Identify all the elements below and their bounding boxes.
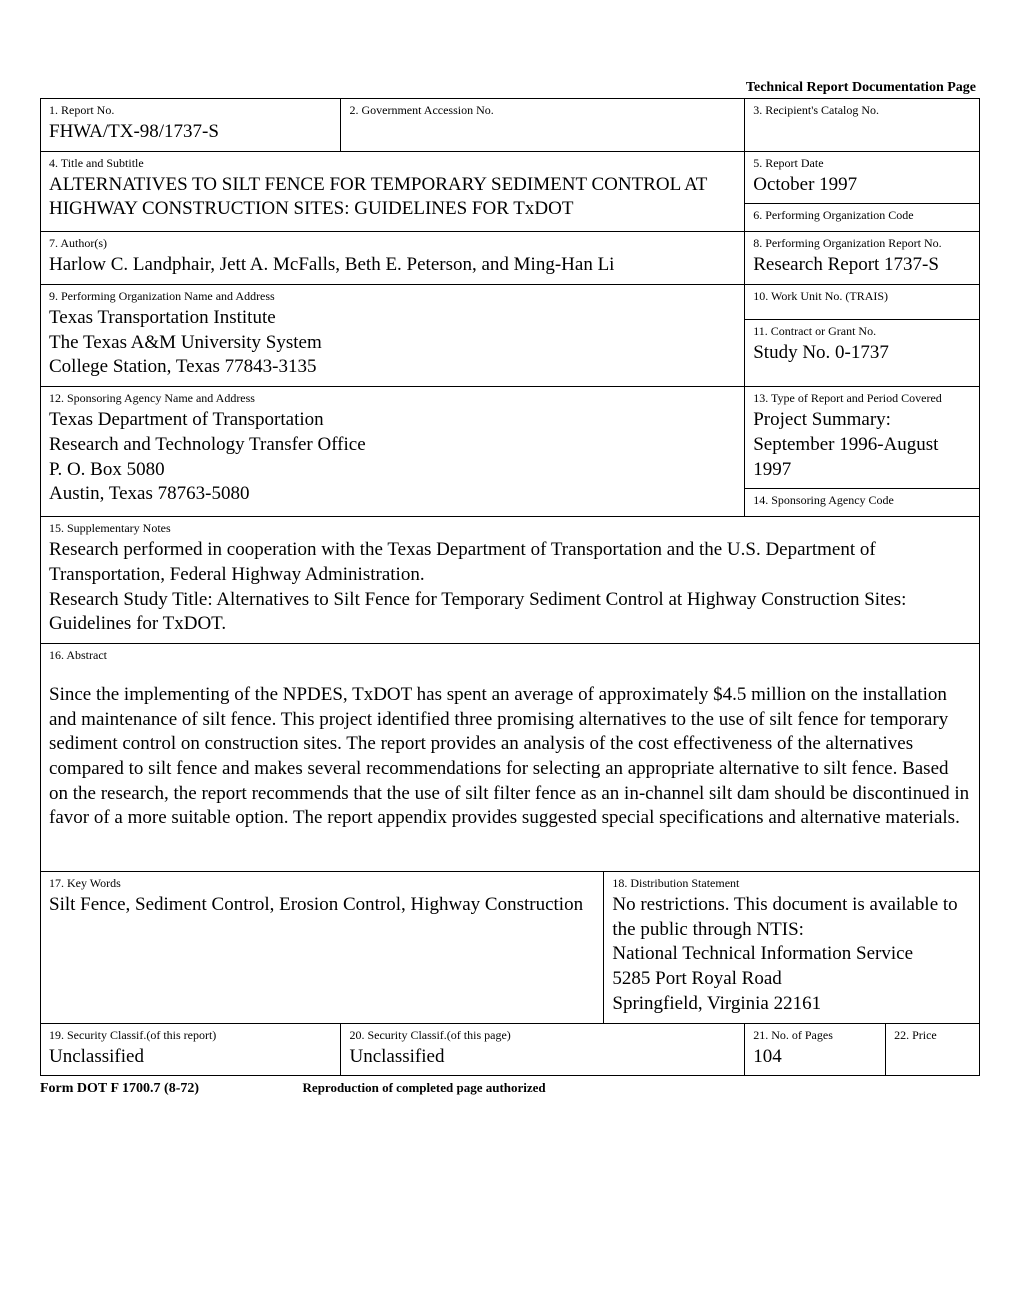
cell-security-report: 19. Security Classif.(of this report) Un… (41, 1023, 341, 1076)
label-agency-code: 14. Sponsoring Agency Code (753, 493, 971, 508)
cell-supplementary: 15. Supplementary Notes Research perform… (41, 517, 980, 644)
cell-perf-org-name: 9. Performing Organization Name and Addr… (41, 285, 745, 387)
label-supplementary: 15. Supplementary Notes (49, 521, 971, 536)
value-report-no: FHWA/TX-98/1737-S (49, 121, 219, 142)
value-keywords: Silt Fence, Sediment Control, Erosion Co… (49, 894, 583, 915)
page-caption: Technical Report Documentation Page (40, 80, 980, 96)
value-perf-org-report: Research Report 1737-S (753, 254, 939, 275)
label-contract: 11. Contract or Grant No. (753, 324, 971, 339)
cell-distribution: 18. Distribution Statement No restrictio… (604, 872, 980, 1023)
label-price: 22. Price (894, 1028, 971, 1043)
value-security-page: Unclassified (349, 1046, 444, 1067)
cell-report-no: 1. Report No. FHWA/TX-98/1737-S (41, 99, 341, 152)
label-perf-org-report: 8. Performing Organization Report No. (753, 236, 971, 251)
cell-keywords: 17. Key Words Silt Fence, Sediment Contr… (41, 872, 604, 1023)
cell-authors: 7. Author(s) Harlow C. Landphair, Jett A… (41, 232, 745, 285)
value-distribution: No restrictions. This document is availa… (612, 894, 957, 1014)
value-title: ALTERNATIVES TO SILT FENCE FOR TEMPORARY… (49, 174, 707, 220)
value-sponsoring: Texas Department of TransportationResear… (49, 409, 366, 504)
value-security-report: Unclassified (49, 1046, 144, 1067)
cell-title: 4. Title and Subtitle ALTERNATIVES TO SI… (41, 151, 745, 232)
label-report-type: 13. Type of Report and Period Covered (753, 391, 971, 406)
cell-perf-org-code: 6. Performing Organization Code (745, 204, 980, 232)
label-num-pages: 21. No. of Pages (753, 1028, 877, 1043)
value-authors: Harlow C. Landphair, Jett A. McFalls, Be… (49, 254, 614, 275)
cell-work-unit: 10. Work Unit No. (TRAIS) (745, 285, 980, 320)
label-security-report: 19. Security Classif.(of this report) (49, 1028, 332, 1043)
value-report-type: Project Summary:September 1996-August 19… (753, 409, 938, 479)
value-num-pages: 104 (753, 1046, 782, 1067)
reproduction-note: Reproduction of completed page authorize… (303, 1080, 546, 1096)
label-perf-org-code: 6. Performing Organization Code (753, 208, 971, 223)
cell-contract: 11. Contract or Grant No. Study No. 0-17… (745, 320, 980, 387)
label-sponsoring: 12. Sponsoring Agency Name and Address (49, 391, 736, 406)
cell-report-date: 5. Report Date October 1997 (745, 151, 980, 204)
label-perf-org-name: 9. Performing Organization Name and Addr… (49, 289, 736, 304)
value-abstract: Since the implementing of the NPDES, TxD… (49, 684, 969, 828)
form-footer: Form DOT F 1700.7 (8-72) Reproduction of… (40, 1080, 980, 1097)
label-title: 4. Title and Subtitle (49, 156, 736, 171)
form-id: Form DOT F 1700.7 (8-72) (40, 1081, 199, 1096)
cell-security-page: 20. Security Classif.(of this page) Uncl… (341, 1023, 745, 1076)
cell-report-type: 13. Type of Report and Period Covered Pr… (745, 387, 980, 489)
cell-agency-code: 14. Sponsoring Agency Code (745, 489, 980, 517)
label-gov-accession: 2. Government Accession No. (349, 103, 736, 118)
label-abstract: 16. Abstract (49, 648, 971, 663)
cell-abstract: 16. Abstract Since the implementing of t… (41, 643, 980, 871)
label-security-page: 20. Security Classif.(of this page) (349, 1028, 736, 1043)
value-report-date: October 1997 (753, 174, 857, 195)
label-report-no: 1. Report No. (49, 103, 332, 118)
value-contract: Study No. 0-1737 (753, 342, 889, 363)
cell-gov-accession: 2. Government Accession No. (341, 99, 745, 152)
label-report-date: 5. Report Date (753, 156, 971, 171)
cell-price: 22. Price (886, 1023, 980, 1076)
value-supplementary: Research performed in cooperation with t… (49, 539, 906, 634)
label-work-unit: 10. Work Unit No. (TRAIS) (753, 289, 971, 304)
cell-sponsoring: 12. Sponsoring Agency Name and Address T… (41, 387, 745, 517)
label-recipient-catalog: 3. Recipient's Catalog No. (753, 103, 971, 118)
cell-perf-org-report: 8. Performing Organization Report No. Re… (745, 232, 980, 285)
label-distribution: 18. Distribution Statement (612, 876, 971, 891)
label-keywords: 17. Key Words (49, 876, 595, 891)
cell-num-pages: 21. No. of Pages 104 (745, 1023, 886, 1076)
documentation-table: 1. Report No. FHWA/TX-98/1737-S 2. Gover… (40, 98, 980, 1076)
cell-recipient-catalog: 3. Recipient's Catalog No. (745, 99, 980, 152)
value-perf-org-name: Texas Transportation InstituteThe Texas … (49, 307, 322, 377)
label-authors: 7. Author(s) (49, 236, 736, 251)
